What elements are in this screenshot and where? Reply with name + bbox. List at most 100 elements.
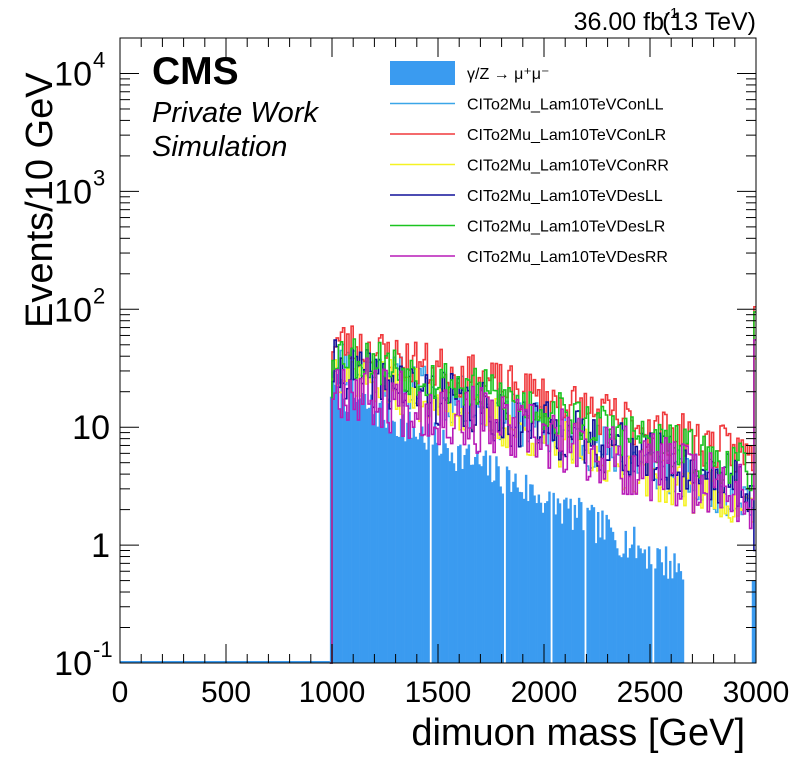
dy-bin <box>471 464 475 663</box>
dy-bin <box>495 456 498 663</box>
dy-bin <box>385 427 388 663</box>
dy-bin <box>616 548 619 663</box>
dy-bin <box>539 502 543 663</box>
dy-bin <box>664 546 668 663</box>
dy-bin <box>474 456 477 663</box>
dy-bin <box>372 414 375 663</box>
dy-bin <box>374 410 377 663</box>
y-tick-label: 1 <box>91 527 110 565</box>
dy-bin <box>457 446 460 663</box>
dy-bin <box>368 407 371 663</box>
legend-label-DesLR: CITo2Mu_Lam10TeVDesLR <box>467 219 665 236</box>
dy-bin <box>476 450 479 663</box>
y-tick-label: 10 <box>72 409 110 447</box>
dy-bin <box>423 442 426 663</box>
dy-bin <box>658 549 661 663</box>
plot-area <box>119 37 757 664</box>
dy-bin <box>650 564 653 663</box>
y-tick-label: 10 <box>54 55 92 93</box>
dy-bin <box>431 444 435 663</box>
dy-bin <box>482 455 485 663</box>
dy-bin <box>609 527 613 663</box>
dy-bin <box>751 580 755 663</box>
dy-bin <box>622 553 625 663</box>
dy-bin <box>567 508 570 663</box>
dy-bin <box>671 578 674 663</box>
dy-bin <box>590 504 594 663</box>
y-tick-label: 10 <box>54 173 92 211</box>
dy-bin <box>465 448 468 663</box>
dy-bin <box>493 480 496 663</box>
dy-bin <box>603 539 606 663</box>
dy-bin <box>334 384 337 663</box>
dy-bin <box>505 466 509 663</box>
dy-bin <box>329 396 333 663</box>
x-tick-label: 1000 <box>299 676 366 709</box>
x-tick-label: 2000 <box>511 676 578 709</box>
lumi-exponent: -1 <box>665 5 678 22</box>
dy-bin <box>592 507 596 663</box>
dy-bin <box>395 435 399 663</box>
dy-bin <box>573 504 577 663</box>
dy-bin <box>535 503 538 663</box>
dy-bin <box>401 414 405 663</box>
x-tick-label: 0 <box>112 676 129 709</box>
dy-bin <box>433 422 437 663</box>
dy-bin <box>624 530 627 663</box>
dy-bin <box>637 545 640 663</box>
dy-bin <box>478 464 481 663</box>
dy-bin <box>416 439 420 663</box>
dy-bin <box>556 498 560 663</box>
dy-bin <box>639 548 642 663</box>
dy-bin <box>662 575 666 663</box>
lumi-label: 36.00 fb <box>574 8 664 36</box>
dy-bin <box>459 444 462 663</box>
dy-bin <box>346 411 350 663</box>
y-tick-label: 10 <box>54 291 92 329</box>
dy-bin <box>656 548 659 663</box>
dy-bin <box>387 398 390 663</box>
dy-bin <box>607 519 611 663</box>
legend-label-ConLL: CITo2Mu_Lam10TeVConLL <box>467 97 664 114</box>
dy-bin <box>421 426 424 663</box>
dy-bin <box>620 557 623 663</box>
dy-bin <box>531 484 534 663</box>
dy-bin <box>397 436 401 663</box>
dy-bin <box>569 498 572 663</box>
dy-bin <box>412 426 415 663</box>
dy-bin <box>660 562 664 663</box>
dy-bin <box>463 455 466 663</box>
x-tick-label: 2500 <box>617 676 684 709</box>
y-tick-exponent: 2 <box>93 283 105 308</box>
dy-bin <box>438 455 441 663</box>
dy-bin <box>675 572 678 663</box>
dy-bin <box>594 543 598 663</box>
y-tick-label: 10 <box>54 645 92 683</box>
dy-bin <box>630 544 634 663</box>
dy-bin <box>336 374 339 663</box>
dy-bin <box>448 461 452 663</box>
dy-bin <box>357 399 360 663</box>
x-axis-title: dimuon mass [GeV] <box>411 712 745 754</box>
dy-bin <box>442 429 445 663</box>
dy-bin <box>512 481 515 663</box>
status-private-work: Private Work <box>152 97 319 129</box>
x-tick-label: 500 <box>201 676 251 709</box>
dy-bin <box>332 372 335 663</box>
dy-bin <box>548 491 551 663</box>
status-simulation: Simulation <box>152 131 287 163</box>
dy-bin <box>440 453 443 663</box>
dy-bin <box>514 473 517 663</box>
dy-bin <box>450 452 454 663</box>
dy-bin <box>488 455 492 663</box>
dy-bin <box>565 497 568 663</box>
dy-bin <box>677 563 680 663</box>
series-DesRR <box>329 339 756 664</box>
dy-bin <box>599 537 602 663</box>
dy-bin <box>414 436 418 663</box>
dy-bin <box>351 380 354 663</box>
dy-bin <box>344 411 348 663</box>
dy-bin <box>628 548 632 663</box>
